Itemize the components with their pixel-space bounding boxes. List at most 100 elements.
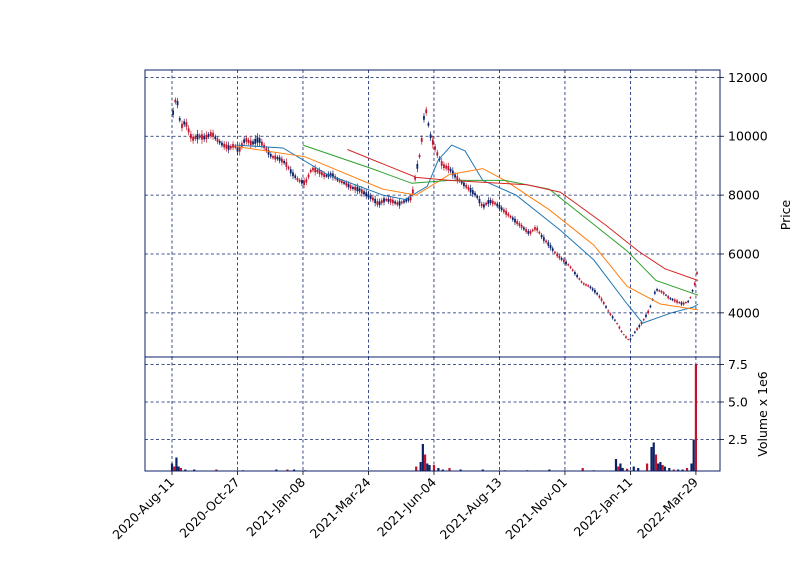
price-candle <box>329 173 332 177</box>
volume-bar <box>170 463 174 471</box>
price-candle <box>653 291 656 294</box>
price-candle <box>249 140 252 146</box>
price-candle <box>507 213 510 216</box>
price-candle <box>185 122 188 127</box>
moving-average-line <box>236 146 699 311</box>
price-candle <box>227 145 230 150</box>
volume-bar <box>617 466 620 471</box>
price-candle <box>189 133 192 139</box>
price-candle <box>443 164 445 168</box>
price-candle <box>423 115 425 120</box>
price-candle <box>285 162 288 167</box>
price-candle <box>414 176 416 180</box>
price-candle <box>309 170 312 173</box>
volume-bar <box>621 468 624 471</box>
price-candle <box>320 172 323 176</box>
price-candle <box>598 295 601 298</box>
price-candle <box>518 223 521 226</box>
price-candle <box>673 299 676 302</box>
price-candle <box>203 135 206 140</box>
price-candle <box>225 144 228 149</box>
price-candle <box>243 139 246 143</box>
price-candle <box>316 169 319 173</box>
price-candle <box>622 334 625 336</box>
volume-bar <box>632 466 635 471</box>
price-candle <box>514 218 516 223</box>
date-tick-label: 2022-Mar-29 <box>634 474 701 541</box>
price-candle <box>380 200 383 204</box>
price-candle <box>451 170 454 176</box>
price-candle <box>678 301 681 304</box>
price-candle <box>407 198 410 201</box>
price-candle <box>296 177 299 181</box>
price-candle <box>323 173 325 177</box>
price-candle <box>234 145 237 148</box>
price-candle <box>340 180 343 184</box>
price-candle <box>360 189 363 194</box>
volume-bar <box>173 466 176 471</box>
price-candle <box>585 284 587 286</box>
price-candle <box>633 331 636 333</box>
price-candle <box>456 176 459 181</box>
price-candle <box>589 286 592 289</box>
price-candle <box>261 141 263 146</box>
price-candle <box>336 178 339 181</box>
price-candle <box>638 325 641 328</box>
price-candle <box>587 285 590 287</box>
price-candle <box>649 305 652 308</box>
volume-bar <box>694 364 698 471</box>
price-candle <box>372 197 374 201</box>
volume-axis-label: Volume x 1e6 <box>755 371 770 456</box>
date-tick-label: 2021-Aug-13 <box>437 475 505 543</box>
price-candle <box>469 188 472 193</box>
price-candle <box>693 282 696 285</box>
price-candle <box>449 168 452 172</box>
price-candle <box>618 326 621 329</box>
price-candle <box>562 259 565 263</box>
volume-bar <box>437 468 440 471</box>
price-candle <box>365 192 368 197</box>
price-candle <box>209 132 212 136</box>
price-candle <box>660 290 663 293</box>
volume-bar <box>657 463 660 471</box>
price-candle <box>502 209 505 213</box>
price-candle <box>494 202 496 205</box>
price-candle <box>536 227 539 231</box>
price-candle <box>207 134 210 137</box>
price-candle <box>318 170 321 175</box>
price-candle <box>625 336 627 338</box>
price-panel: 4000 6000 8000 10000 12000 <box>144 69 768 358</box>
volume-bar <box>441 469 444 471</box>
price-candle <box>272 156 274 159</box>
price-candle <box>460 181 463 184</box>
price-candle <box>283 160 286 164</box>
price-candle <box>269 153 272 157</box>
price-candle <box>256 137 259 143</box>
price-candle <box>669 297 672 300</box>
price-candle <box>554 251 556 254</box>
price-candle <box>645 314 647 317</box>
price-candle <box>303 180 305 185</box>
volume-bar <box>193 469 196 471</box>
price-candle <box>376 201 379 205</box>
volume-bar <box>626 468 629 471</box>
price-candle <box>496 203 499 207</box>
price-candle <box>556 253 559 257</box>
price-candle <box>476 196 479 199</box>
volume-bar <box>668 468 671 471</box>
price-candle <box>631 335 634 337</box>
price-candle <box>642 319 645 321</box>
volume-bar <box>659 462 662 471</box>
price-candle <box>538 231 541 234</box>
price-candle <box>229 146 232 149</box>
price-candle <box>387 198 390 202</box>
price-candle <box>398 201 401 206</box>
volume-bar <box>419 462 422 471</box>
price-candle <box>409 196 412 201</box>
price-candle <box>252 141 254 145</box>
price-candle <box>682 302 685 305</box>
price-candle <box>221 142 223 146</box>
price-candle <box>500 207 503 211</box>
volume-bar <box>423 454 427 471</box>
